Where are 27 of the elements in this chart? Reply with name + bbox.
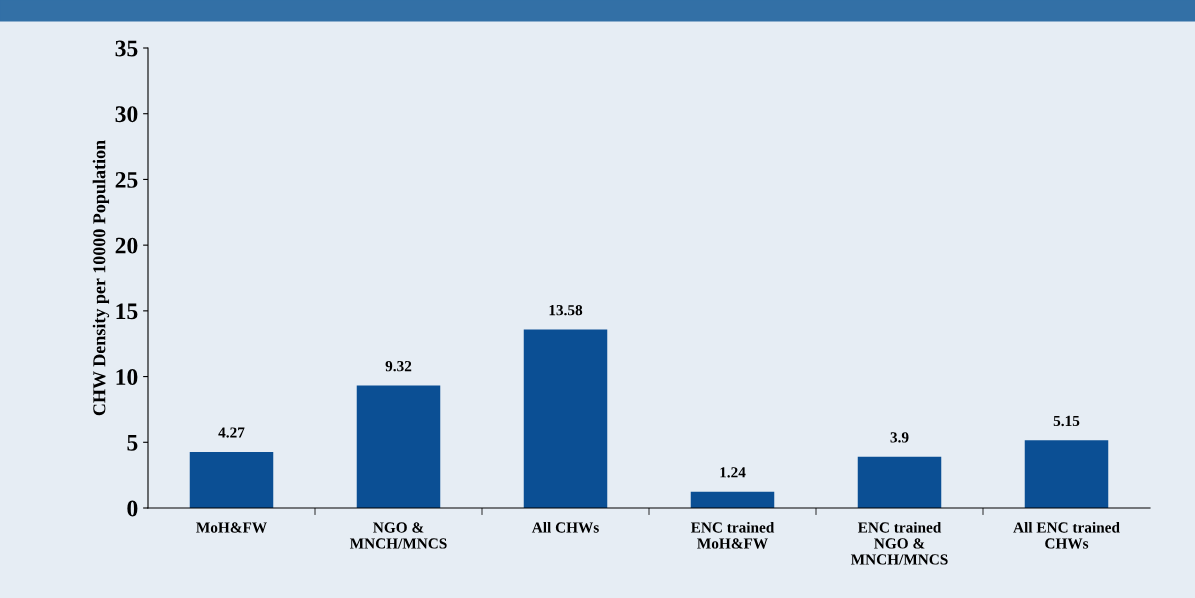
data-label: 4.27 [218,427,245,438]
data-label: 1.24 [720,467,746,478]
y-tick-label: 0 [127,500,138,517]
y-axis-title: CHW Density per 10000 Population [92,140,110,416]
y-tick-label: 30 [115,106,138,123]
x-tick-label: NGO & MNCH/MNCS [349,522,447,549]
x-tick-label: All ENC trained CHWs [1013,521,1120,549]
bar [356,385,441,508]
y-tick-label: 20 [115,237,138,254]
y-tick-label: 5 [127,435,138,451]
x-tick-label: All CHWs [531,521,599,533]
bar [857,456,942,508]
x-tick-label: ENC trained NGO & MNCH/MNCS [850,521,948,565]
bar [690,491,775,508]
data-label: 13.58 [549,305,583,316]
data-label: 9.32 [385,361,412,372]
y-tick-label: 15 [116,303,138,320]
data-label: 5.15 [1053,415,1080,427]
bar [1024,440,1109,508]
x-tick-label: MoH&FW [196,522,267,533]
y-tick-label: 10 [116,369,138,385]
data-label: 3.9 [890,432,909,443]
bar [523,329,608,508]
y-tick-label: 35 [115,40,138,57]
bar [189,451,274,508]
x-tick-label: ENC trained MoH&FW [690,521,775,549]
y-tick-label: 25 [115,171,138,188]
